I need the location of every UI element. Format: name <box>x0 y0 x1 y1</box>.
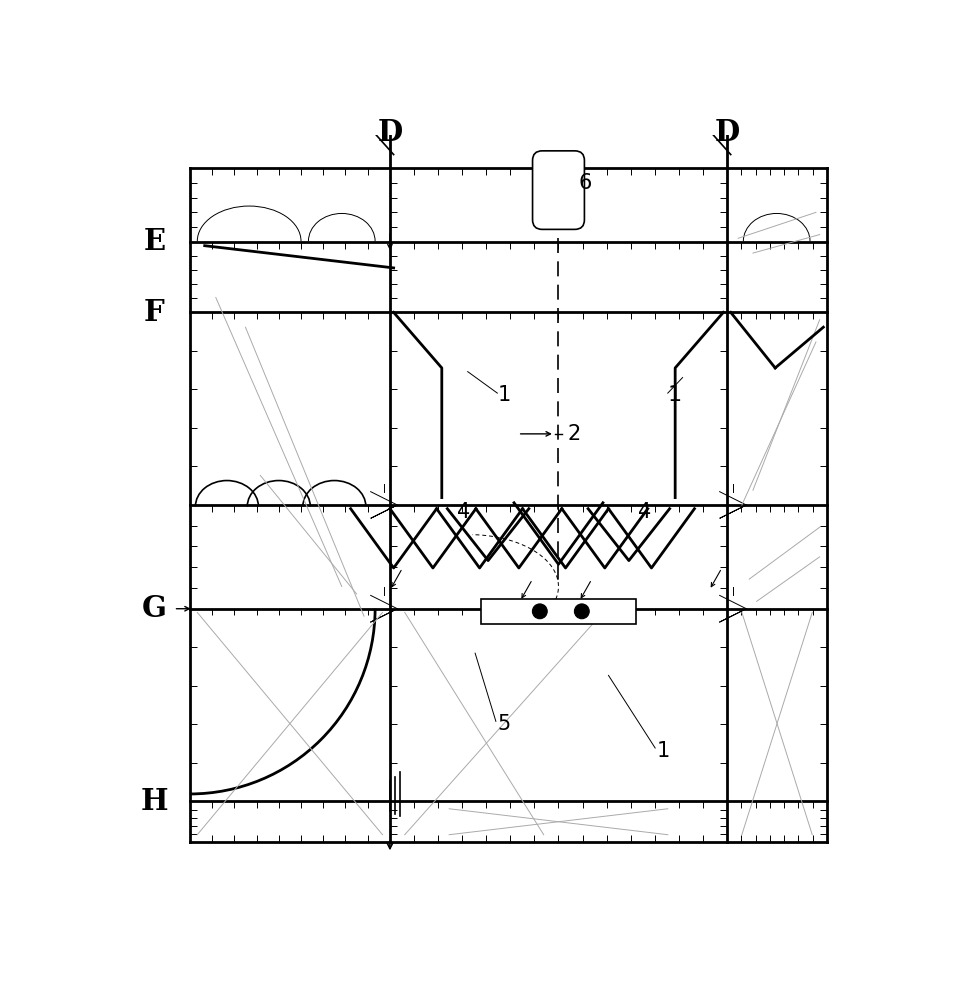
Circle shape <box>575 604 589 619</box>
Text: 1: 1 <box>657 741 670 761</box>
Circle shape <box>532 604 547 619</box>
Text: 1: 1 <box>667 385 682 405</box>
Text: H: H <box>141 787 168 816</box>
Text: 2: 2 <box>567 424 580 444</box>
Text: 1: 1 <box>497 385 511 405</box>
Text: F: F <box>144 298 164 327</box>
Text: D: D <box>714 118 740 147</box>
Bar <box>481 599 637 624</box>
Text: G: G <box>141 594 166 623</box>
Text: 4: 4 <box>639 502 651 522</box>
Text: 6: 6 <box>578 173 592 193</box>
Text: 5: 5 <box>497 714 511 734</box>
Text: 4: 4 <box>457 502 469 522</box>
FancyBboxPatch shape <box>532 151 584 229</box>
Text: E: E <box>143 227 165 256</box>
Text: D: D <box>378 118 402 147</box>
